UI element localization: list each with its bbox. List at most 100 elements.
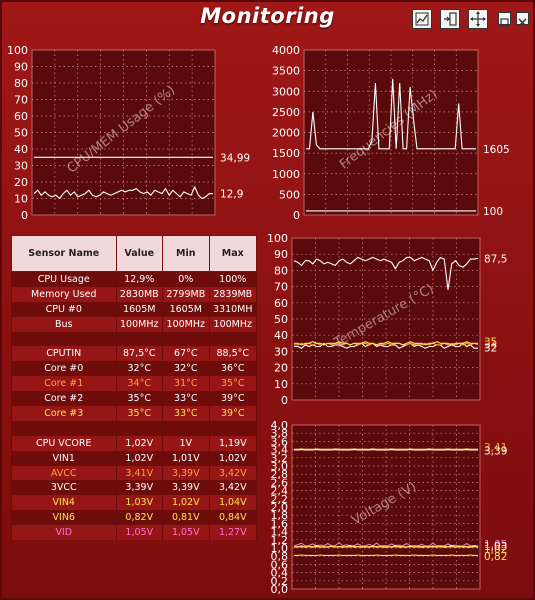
current-value-label: 34,99 [220,152,250,164]
y-tick-label: 1,4 [271,526,289,539]
table-row: VIN1 1,02V 1,01V 1,02V [11,450,258,466]
y-tick-label: 30 [14,160,28,173]
sensor-value-cell [115,331,164,347]
header-value: Value [115,235,164,272]
table-row: Core #3 35°C 33°C 39°C [11,406,258,421]
frequencies-chart: 0 500 1000 1500 2000 2500 3000 3500 4000 Frequenc… [264,42,534,227]
y-tick-label: 80 [274,264,288,277]
y-tick-label: 70 [274,281,288,294]
minimize-button[interactable] [498,12,511,27]
y-tick-label: 2,2 [271,493,289,506]
current-value-label: 1,05 [484,539,507,551]
sensor-min-cell [162,331,210,347]
sensor-max-cell: 3,42V [208,480,258,496]
y-tick-label: 90 [274,248,288,261]
frequencies-plot: 05001000150020002500300035004000Frequenc… [272,44,510,222]
y-tick-label: 0,8 [271,550,289,563]
grid [304,50,478,215]
sensor-value-cell [115,420,164,436]
sensor-table: Sensor Name Value Min Max CPU Usage 12,9%… [11,235,258,541]
y-tick-label: 0,0 [271,583,289,596]
sensor-name-cell: CPU Usage [11,271,117,287]
sensor-value-cell: 0,82V [115,510,164,526]
dock-button[interactable] [440,9,460,29]
sensor-max-cell: 100MHz [208,316,258,332]
y-tick-label: 1,0 [271,542,289,555]
sensor-max-cell [208,420,258,436]
y-tick-label: 3,2 [271,452,289,465]
y-tick-label: 1,6 [271,517,289,530]
table-row: Core #1 34°C 31°C 35°C [11,376,258,392]
y-tick-label: 2,8 [271,468,289,481]
sensor-max-cell: 1,19V [208,435,258,451]
cpu-mem-usage-chart: 0 10 20 30 40 50 60 70 80 90 100 CPU/MEM Usage (%) 3… [2,42,264,227]
sensor-name-cell: 3VCC [11,480,117,496]
voltage-plot: 0,00,20,40,60,81,01,21,41,61,82,02,22,42… [271,419,508,596]
sensor-value-cell: 100MHz [115,316,164,332]
sensor-max-cell: 3310MH [208,301,258,317]
sensor-min-cell: 0% [162,271,210,287]
sensor-max-cell [208,331,258,347]
sensor-name-cell: Core #1 [11,376,117,392]
sensor-value-cell: 87,5°C [115,346,164,362]
move-button[interactable] [468,9,488,29]
y-tick-label: 0,4 [271,567,289,580]
y-tick-label: 60 [14,110,28,123]
y-tick-label: 50 [14,127,28,140]
current-value-label: 87,5 [484,253,507,265]
table-row: VIN4 1,03V 1,02V 1,04V [11,495,258,511]
grid [292,238,480,400]
current-value-label: 35 [484,337,497,349]
sensor-table-body: CPU Usage 12,9% 0% 100% Memory Used 2830MB 279… [11,271,258,541]
grid [32,50,215,215]
sensor-name-cell: Bus [11,316,117,332]
close-button[interactable] [516,12,529,27]
sensor-name-cell: AVCC [11,465,117,481]
sensor-value-cell: 12,9% [115,271,164,287]
y-tick-label: 60 [274,297,288,310]
series-line [293,541,479,547]
sensor-name-cell: CPU VCORE [11,435,117,451]
y-tick-label: 3,0 [271,460,289,473]
sensor-min-cell [162,420,210,436]
sensor-min-cell: 33°C [162,391,210,407]
sensor-value-cell: 1,02V [115,435,164,451]
current-value-label: 1,02 [484,544,507,556]
sensor-name-cell: Core #2 [11,391,117,407]
series-line [306,78,476,150]
sensor-value-cell: 32°C [115,361,164,377]
y-tick-label: 3,4 [271,444,289,457]
y-tick-label: 10 [14,193,28,206]
y-tick-label: 100 [267,232,288,245]
sensor-min-cell: 33°C [162,406,210,421]
current-value-label: 3,39 [484,445,507,457]
sensor-max-cell: 88,5°C [208,346,258,362]
sensor-min-cell: 100MHz [162,316,210,332]
sensor-min-cell: 67°C [162,346,210,362]
y-tick-label: 1500 [272,147,300,160]
sensor-max-cell: 0,84V [208,510,258,526]
sensor-min-cell: 3,39V [162,465,210,481]
y-tick-label: 500 [279,188,300,201]
sensor-name-cell: VIN1 [11,450,117,466]
current-value-label: 32 [484,343,497,355]
y-tick-label: 0 [21,209,28,222]
sensor-table-header: Sensor Name Value Min Max [11,235,258,272]
sensor-min-cell: 2799MB [162,286,210,302]
chart-view-button[interactable] [412,9,432,29]
table-row [11,331,258,347]
chart-icon [415,12,429,26]
y-tick-label: 40 [14,143,28,156]
sensor-value-cell: 1,02V [115,450,164,466]
sensor-min-cell: 1605M [162,301,210,317]
sensor-min-cell: 1,02V [162,495,210,511]
sensor-max-cell: 2839MB [208,286,258,302]
sensor-name-cell: VID [11,525,117,541]
table-row: Bus 100MHz 100MHz 100MHz [11,316,258,332]
y-tick-label: 0,6 [271,558,289,571]
sensor-value-cell: 35°C [115,406,164,421]
y-tick-label: 2500 [272,106,300,119]
sensor-max-cell: 1,27V [208,525,258,541]
